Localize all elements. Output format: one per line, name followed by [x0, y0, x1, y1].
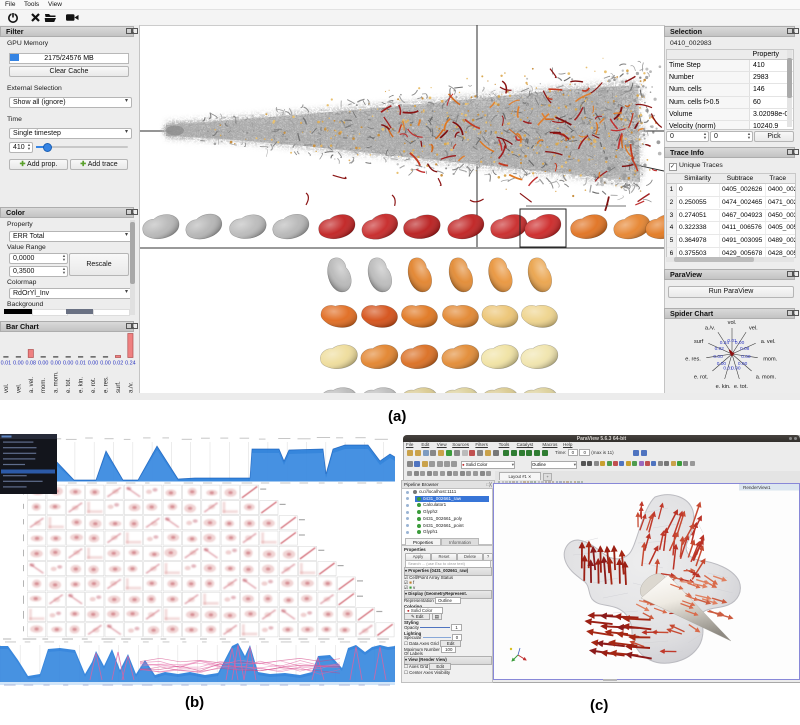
svg-text:a. vel.: a. vel.	[29, 377, 35, 393]
svg-text:a./v.: a./v.	[705, 326, 716, 332]
svg-text:a. mom.: a. mom.	[756, 375, 777, 381]
svg-text:e. kin.: e. kin.	[716, 384, 731, 390]
svg-text:0.00: 0.00	[741, 354, 751, 360]
svg-text:0.01: 0.01	[723, 365, 733, 371]
svg-text:0.00: 0.00	[63, 361, 74, 367]
svg-text:0.00: 0.00	[717, 361, 727, 367]
svg-text:0.00: 0.00	[738, 361, 748, 367]
svg-text:a. vel.: a. vel.	[761, 339, 776, 345]
svg-text:0.24: 0.24	[720, 340, 730, 346]
svg-text:0.00: 0.00	[50, 361, 61, 367]
svg-text:surf.: surf.	[116, 381, 122, 393]
svg-text:e. res.: e. res.	[104, 376, 110, 393]
svg-text:e. tot.: e. tot.	[66, 378, 72, 393]
svg-text:0.00: 0.00	[13, 361, 24, 367]
svg-text:vol.: vol.	[728, 320, 737, 326]
svg-text:0.00: 0.00	[713, 354, 723, 360]
svg-text:vel.: vel.	[16, 383, 22, 393]
svg-text:RenderView1: RenderView1	[743, 485, 771, 490]
svg-text:a./v.: a./v.	[128, 382, 134, 393]
svg-text:0.02: 0.02	[715, 346, 725, 352]
svg-text:surf: surf	[694, 339, 704, 345]
svg-text:0.01: 0.01	[727, 338, 737, 344]
svg-text:e. kin.: e. kin.	[79, 377, 85, 393]
svg-text:0.08: 0.08	[740, 346, 750, 352]
svg-text:e. tot.: e. tot.	[734, 384, 748, 390]
svg-text:0.02: 0.02	[113, 361, 124, 367]
svg-text:e. rot.: e. rot.	[694, 375, 709, 381]
svg-text:vel.: vel.	[749, 326, 758, 332]
svg-text:e. res.: e. res.	[685, 357, 701, 363]
svg-text:mom.: mom.	[763, 357, 777, 363]
svg-text:mom.: mom.	[41, 378, 47, 393]
svg-text:0.01: 0.01	[1, 361, 12, 367]
svg-text:0.01: 0.01	[75, 361, 86, 367]
svg-text:0.00: 0.00	[38, 361, 49, 367]
svg-text:e. rot.: e. rot.	[91, 377, 97, 393]
svg-text:0.00: 0.00	[735, 340, 745, 346]
svg-text:0.24: 0.24	[125, 361, 136, 367]
svg-text:a. mom.: a. mom.	[54, 371, 60, 393]
svg-text:0.00: 0.00	[100, 361, 111, 367]
svg-text:0.08: 0.08	[26, 361, 37, 367]
svg-text:0.00: 0.00	[88, 361, 99, 367]
svg-text:0.00: 0.00	[731, 365, 741, 371]
svg-text:vol.: vol.	[4, 383, 10, 393]
